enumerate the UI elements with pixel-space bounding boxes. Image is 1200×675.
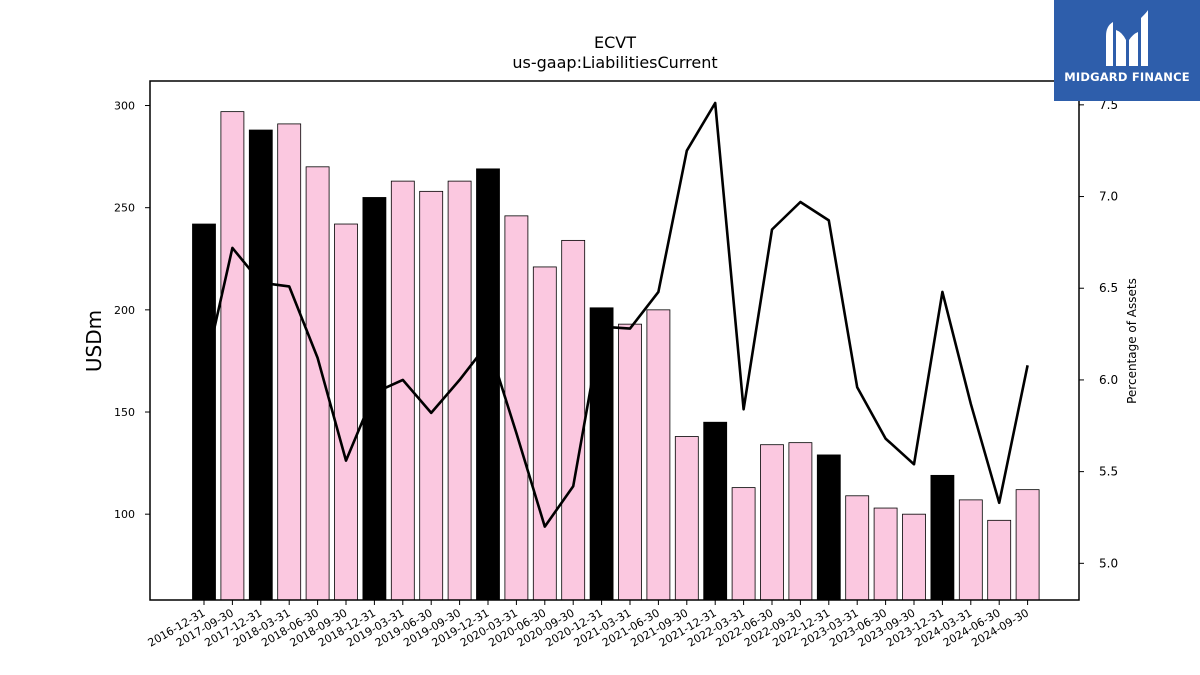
bar xyxy=(618,323,642,601)
y-tick-label: 150 xyxy=(114,406,135,419)
line-series-path xyxy=(202,101,1029,528)
bar xyxy=(220,111,245,601)
y2-tick-label: 5.0 xyxy=(1099,556,1118,570)
bar xyxy=(1015,489,1040,601)
bar xyxy=(476,168,500,601)
bar xyxy=(987,519,1012,601)
y2-tick-label: 7.5 xyxy=(1099,98,1118,112)
bar xyxy=(561,239,586,601)
bar xyxy=(731,487,756,601)
plot-frame xyxy=(149,80,1080,601)
y2-tick-label: 7.0 xyxy=(1099,190,1118,204)
left-axis: 100 150 200 250 300 xyxy=(114,100,150,521)
x-axis: 2016-12-312017-09-302017-12-312018-03-31… xyxy=(146,600,1031,650)
bar-series xyxy=(192,111,1040,601)
bar xyxy=(362,197,387,601)
bar xyxy=(703,421,728,601)
y-tick-label: 250 xyxy=(114,202,135,215)
chart-title: ECVT xyxy=(594,33,636,52)
bar xyxy=(788,442,813,601)
bar xyxy=(816,454,841,601)
brand-logo-text: MIDGARD FINANCE xyxy=(1064,70,1190,84)
bar xyxy=(845,495,870,601)
bar xyxy=(248,129,273,601)
brand-logo: MIDGARD FINANCE xyxy=(1054,0,1200,101)
y-axis-label: USDm xyxy=(82,310,106,372)
bar xyxy=(760,444,784,601)
bar xyxy=(930,474,955,601)
bar xyxy=(902,513,926,601)
y2-tick-label: 6.5 xyxy=(1099,281,1118,295)
y-tick-label: 300 xyxy=(114,100,135,113)
bar xyxy=(277,123,302,601)
bar xyxy=(589,307,614,601)
y2-axis-label: Percentage of Assets xyxy=(1125,278,1139,404)
bar xyxy=(873,507,898,601)
bar xyxy=(192,223,216,601)
y2-tick-label: 6.0 xyxy=(1099,373,1118,387)
bar xyxy=(646,309,671,601)
y-tick-label: 200 xyxy=(114,304,135,317)
y2-tick-label: 5.5 xyxy=(1099,465,1118,479)
y-tick-label: 100 xyxy=(114,508,135,521)
bar xyxy=(958,499,983,601)
logo-mark-icon xyxy=(1106,10,1148,66)
bar xyxy=(334,223,358,601)
bar xyxy=(674,436,699,601)
chart-subtitle: us-gaap:LiabilitiesCurrent xyxy=(512,53,717,72)
line-series xyxy=(202,101,1029,528)
bar xyxy=(532,266,557,601)
right-axis: 5.0 5.5 6.0 6.5 7.0 7.5 xyxy=(1079,98,1118,570)
bar xyxy=(419,190,444,601)
